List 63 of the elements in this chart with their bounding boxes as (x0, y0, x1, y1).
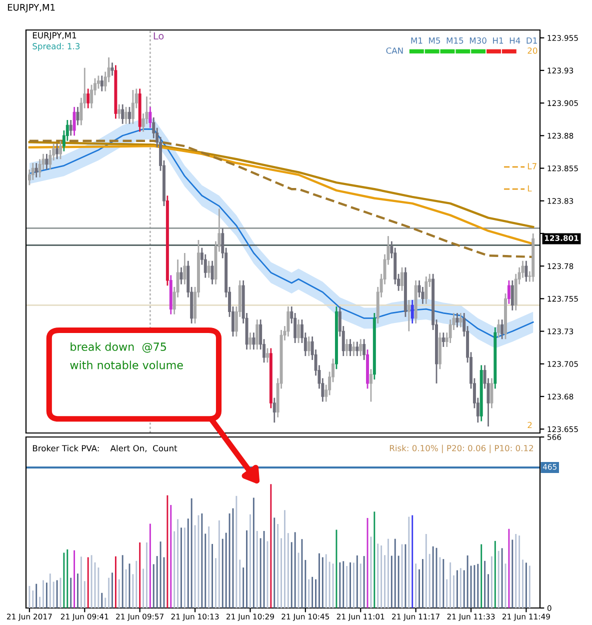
candlestick (56, 142, 59, 160)
candlestick (248, 332, 252, 350)
annotation: 20 (528, 47, 538, 54)
candlestick (118, 104, 121, 120)
annotation: break down @75 with notable volume (70, 342, 183, 370)
annotation: M1 M5 M15 M30 H1 H4 D1 (411, 37, 537, 44)
candlestick (183, 252, 186, 286)
candlestick (100, 74, 104, 92)
candlestick (72, 106, 76, 136)
annotation: CAN (386, 47, 403, 54)
candlestick (297, 318, 300, 344)
candlestick (86, 88, 90, 109)
candlestick (424, 276, 428, 305)
candlestick (59, 140, 62, 160)
ref-line-label: L (528, 185, 532, 192)
candlestick (69, 119, 72, 136)
candlestick (45, 153, 48, 170)
annotation: Broker Tick PVA: Alert On, Count (32, 444, 178, 452)
candlestick (507, 280, 510, 305)
candlestick (131, 89, 134, 125)
candlestick (400, 266, 404, 292)
candlestick (210, 260, 214, 286)
candlestick (352, 341, 356, 357)
ref-line-label: Lo (154, 32, 164, 40)
annotation: Spread: 1.3 (32, 42, 80, 51)
candlestick (500, 318, 504, 340)
candlestick (121, 104, 124, 125)
candlestick (180, 266, 183, 286)
candlestick (410, 299, 414, 324)
candlestick (407, 299, 410, 332)
candlestick (252, 332, 256, 350)
line-series (28, 141, 534, 228)
candlestick (286, 306, 290, 338)
candlestick (356, 341, 359, 357)
candlestick (359, 338, 362, 357)
candlestick (207, 260, 210, 278)
candlestick (128, 106, 131, 125)
candlestick (524, 260, 528, 282)
candlestick (307, 336, 310, 357)
candlestick (456, 312, 459, 328)
candlestick (362, 338, 366, 361)
annotation: 2 (528, 422, 532, 428)
candlestick (148, 106, 152, 129)
candlestick (34, 162, 38, 178)
candlestick (272, 397, 276, 424)
candlestick (38, 158, 42, 178)
candlestick (497, 318, 500, 338)
candlestick (510, 280, 514, 312)
candlestick (369, 368, 372, 402)
candlestick (459, 312, 462, 328)
candlestick (345, 338, 348, 357)
annotation: Risk: 0.10% | P20: 0.06 | P10: 0.12 (390, 444, 534, 454)
annotation: EURJPY,M1 (32, 32, 76, 40)
candlestick (490, 378, 494, 409)
candlestick (256, 318, 259, 350)
candlestick (266, 348, 269, 364)
candlestick (110, 62, 114, 76)
chart-title: EURJPY,M1 (8, 4, 55, 12)
candlestick (124, 106, 128, 125)
candlestick (31, 162, 34, 181)
candlestick (442, 332, 445, 348)
candlestick (348, 338, 352, 357)
ref-line-label: L7 (528, 163, 536, 170)
